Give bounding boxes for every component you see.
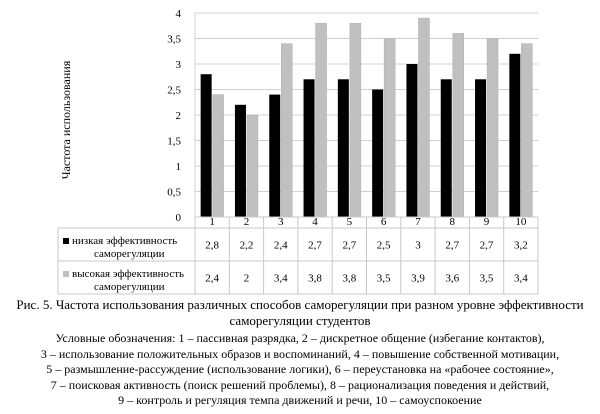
legend-label: саморегуляции	[94, 248, 165, 260]
data-label: 3,9	[411, 273, 425, 285]
legend-label: саморегуляции	[94, 281, 165, 293]
x-category-label: 10	[515, 216, 527, 228]
x-category-label: 1	[209, 216, 215, 228]
bars	[200, 17, 533, 218]
data-label: 3,4	[514, 273, 528, 285]
data-label: 3,5	[377, 273, 391, 285]
bar-series-1	[440, 79, 452, 217]
bar-series-1	[303, 79, 315, 217]
x-category-label: 4	[312, 216, 318, 228]
data-label: 3,4	[274, 273, 288, 285]
y-tick-label: 2,5	[167, 85, 181, 97]
bar-series-2	[281, 43, 293, 218]
bar-series-2	[315, 22, 327, 218]
legend-line-1: Условные обозначения: 1 – пассивная разр…	[55, 331, 545, 345]
bar-series-1	[406, 64, 418, 217]
data-label: 3,2	[514, 240, 528, 252]
y-axis: 0 0,5 1 1,5 2 2,5 3 3,5 4	[167, 8, 196, 224]
bar-series-2	[383, 38, 396, 218]
y-tick-label: 4	[176, 8, 182, 20]
bar-series-1	[475, 79, 487, 217]
y-tick-label: 0,5	[167, 187, 181, 199]
x-category-label: 3	[278, 216, 284, 228]
legend-description: Условные обозначения: 1 – пассивная разр…	[0, 331, 600, 409]
bar-series-1	[200, 74, 212, 217]
data-label: 2,4	[205, 273, 219, 285]
bar-series-1	[509, 53, 521, 217]
data-label: 2,2	[240, 240, 254, 252]
data-label: 3,5	[480, 273, 494, 285]
y-tick-label: 2	[176, 110, 182, 122]
bar-series-2	[521, 43, 533, 218]
x-category-label: 2	[244, 216, 250, 228]
data-label: 2,8	[205, 240, 219, 252]
x-category-label: 7	[415, 216, 421, 228]
x-category-label: 6	[381, 216, 387, 228]
legend-key-series-2	[63, 271, 69, 277]
legend-line-5: 9 – контроль и регуляция темпа движений …	[118, 393, 482, 407]
legend-label: высокая эффективность	[72, 268, 184, 280]
legend-label: низкая эффективность	[72, 235, 177, 247]
data-label: 2,5	[377, 240, 391, 252]
data-label: 2,7	[480, 240, 494, 252]
legend-line-3: 5 – размышление-рассуждение (использован…	[46, 362, 554, 376]
y-tick-label: 1	[176, 161, 182, 173]
data-label: 3	[415, 240, 421, 252]
caption-line-1: Рис. 5. Частота использования различных …	[16, 297, 584, 312]
y-tick-label: 0	[176, 212, 182, 224]
legend-line-2: 3 – использование положительных образов …	[40, 346, 560, 361]
bar-series-1	[269, 94, 281, 217]
bar-series-2	[418, 17, 430, 218]
data-label: 2,7	[342, 240, 356, 252]
data-label: 3,8	[342, 273, 356, 285]
figure-caption: Рис. 5. Частота использования различных …	[0, 297, 600, 329]
x-category-label: 9	[484, 216, 490, 228]
y-axis-label: Частота использования	[59, 60, 73, 179]
bar-chart: 0 0,5 1 1,5 2 2,5 3 3,5 4 1 2 3 4 5 6 7 8 9 10 низкая эффе…	[57, 8, 539, 295]
data-label: 3,8	[308, 273, 322, 285]
data-label: 3,6	[445, 273, 459, 285]
y-tick-label: 3,5	[167, 34, 181, 46]
legend-line-4: 7 – поисковая активность (поиск решений …	[50, 377, 550, 392]
legend-key-series-1	[63, 238, 69, 244]
x-category-label: 5	[347, 216, 353, 228]
bar-series-1	[372, 89, 384, 217]
data-label: 2,4	[274, 240, 288, 252]
caption-line-2: саморегуляции студентов	[229, 313, 371, 328]
data-label: 2	[244, 273, 250, 285]
bar-series-2	[486, 38, 499, 218]
bar-series-2	[452, 33, 464, 218]
bar-series-2	[349, 22, 362, 218]
bar-series-2	[246, 114, 259, 218]
bar-series-2	[212, 94, 224, 218]
x-category-label: 8	[450, 216, 456, 228]
y-tick-label: 3	[176, 59, 182, 71]
bar-series-1	[337, 79, 349, 217]
bar-series-1	[234, 104, 246, 217]
data-label: 2,7	[308, 240, 322, 252]
y-tick-label: 1,5	[167, 136, 181, 148]
data-label: 2,7	[445, 240, 459, 252]
grid-lines	[195, 12, 538, 218]
